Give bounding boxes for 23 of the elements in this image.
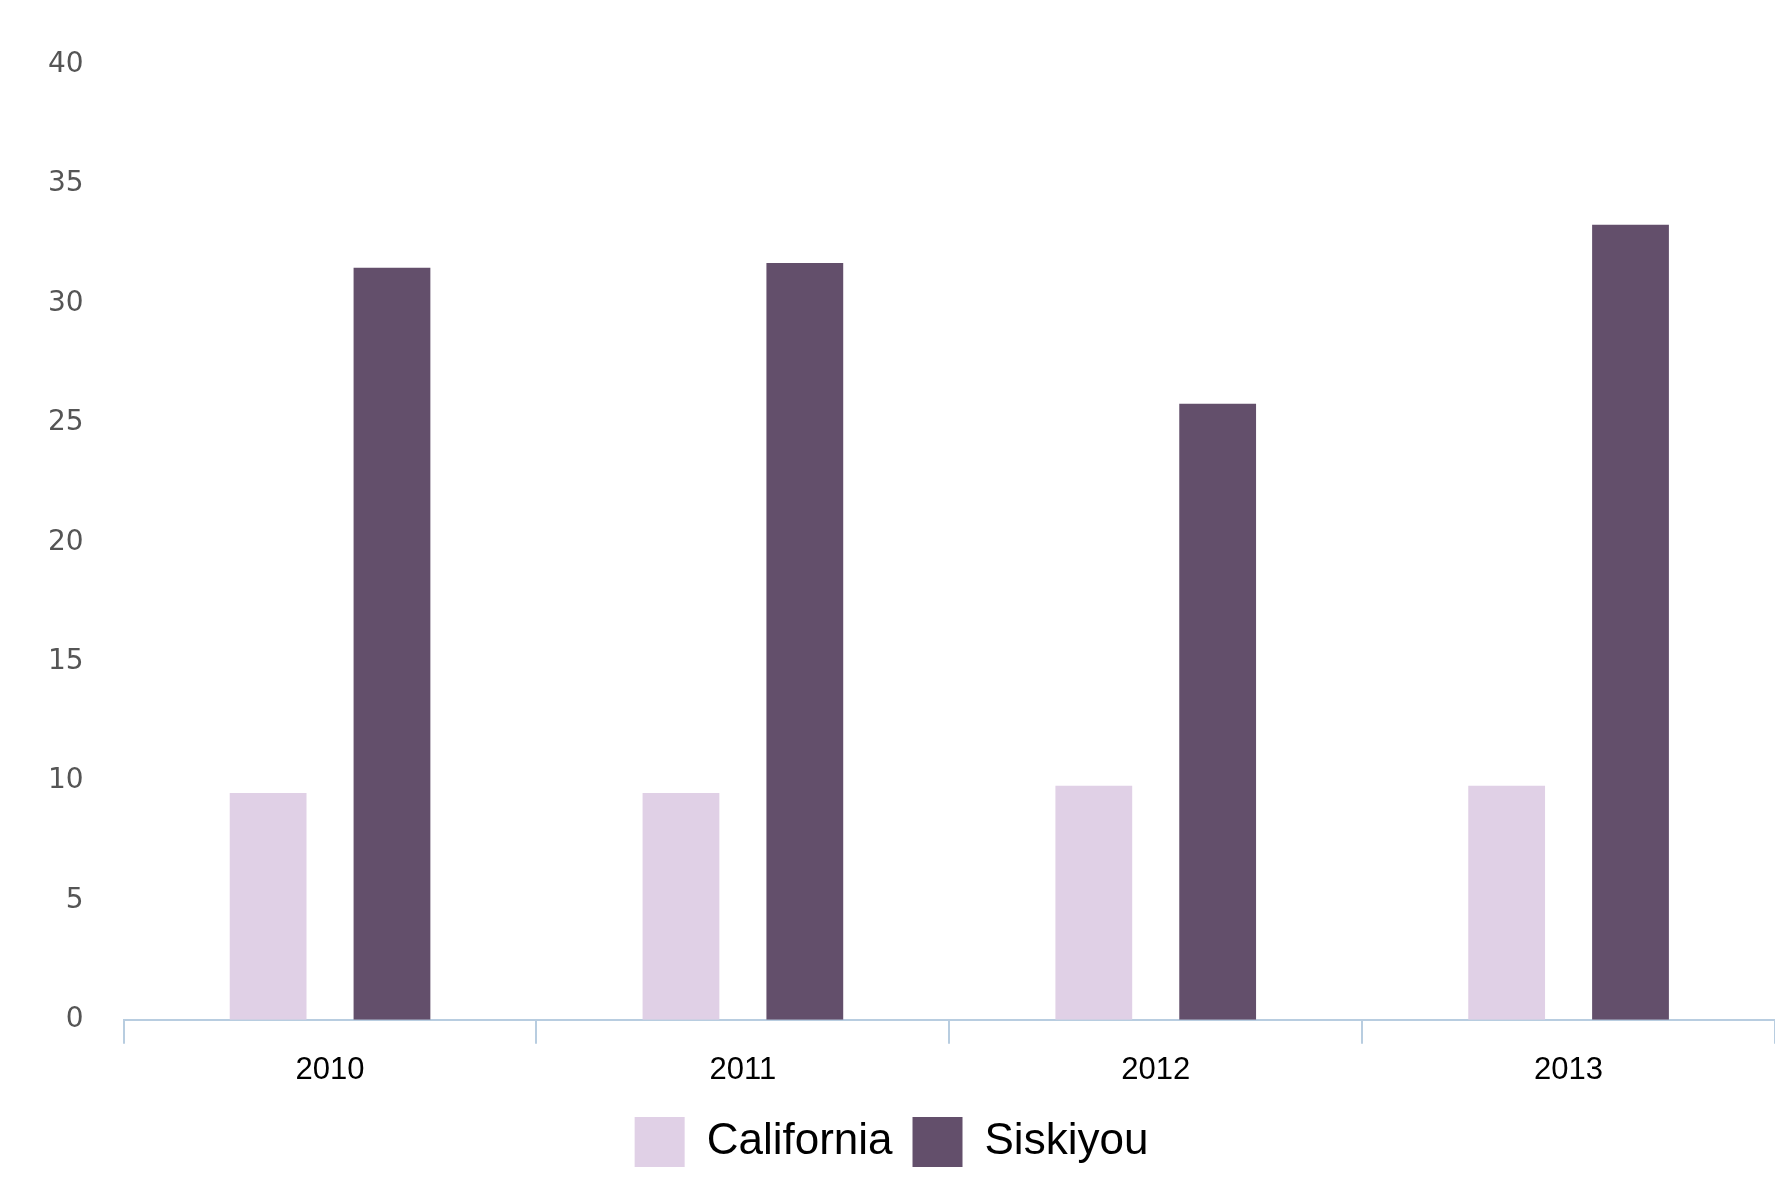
y-tick-label: 10 [47, 762, 84, 796]
bar [1055, 785, 1133, 1020]
y-tick-label: 35 [47, 165, 84, 199]
y-tick-label: 0 [65, 1001, 84, 1035]
x-tick-label: 2011 [709, 1050, 777, 1086]
y-tick-label: 15 [47, 642, 84, 676]
legend-label: Siskiyou [984, 1114, 1149, 1164]
bar [1179, 403, 1257, 1020]
bar [229, 792, 307, 1020]
bar [766, 262, 844, 1020]
y-tick-label: 20 [47, 523, 84, 557]
bar [1468, 785, 1546, 1020]
bar [1592, 224, 1669, 1020]
x-tick-label: 2013 [1534, 1050, 1604, 1086]
y-tick-label: 5 [65, 881, 84, 915]
y-tick-label: 40 [47, 46, 84, 80]
legend-label: California [706, 1114, 894, 1164]
y-tick-label: 30 [47, 284, 84, 318]
x-tick-label: 2010 [295, 1050, 365, 1086]
bar [642, 792, 720, 1020]
bar [353, 267, 431, 1020]
y-tick-label: 25 [47, 404, 84, 438]
x-tick-label: 2012 [1121, 1050, 1191, 1086]
